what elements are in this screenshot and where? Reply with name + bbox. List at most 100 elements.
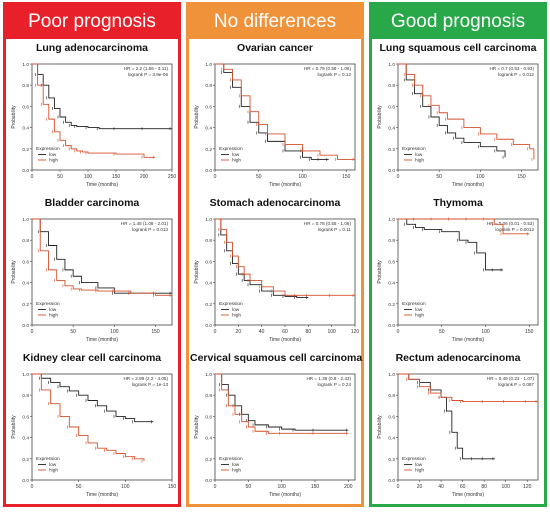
y-tick-label: 0.8 (22, 393, 29, 399)
legend-entry: high (49, 313, 58, 319)
legend-entry: high (49, 158, 58, 164)
x-tick-label: 50 (439, 329, 445, 335)
legend-title: Expression (36, 146, 60, 152)
x-tick-label: 200 (140, 174, 149, 180)
column-header: Good prognosis (372, 5, 544, 39)
stats-annotation: logrank P = 1e-13 (132, 382, 169, 387)
y-tick-label: 1.0 (388, 372, 395, 378)
km-chart: 0.0 0.2 0.4 0.6 0.8 1.0 0 50 100 150 200 250 Time (m… (11, 62, 176, 188)
stats-annotation: HR = 0.79 (0.59 - 1.06) (304, 66, 352, 71)
x-tick-label: 0 (397, 174, 400, 180)
stats-annotation: logrank P = 0.0012 (495, 227, 534, 232)
x-tick-label: 60 (282, 329, 288, 335)
x-tick-label: 0 (214, 484, 217, 490)
chart-title: Ovarian cancer (237, 42, 313, 54)
legend-entry: high (415, 468, 424, 474)
x-tick-label: 0 (214, 174, 217, 180)
series-line-high (32, 63, 156, 158)
x-tick-label: 80 (481, 484, 487, 490)
km-plot-thymoma: Thymoma 0.0 0.2 0.4 0.6 0.8 1.0 0 50 100 150 Time … (373, 197, 543, 345)
chart-title: Thymoma (433, 197, 483, 209)
column-good-prognosis: Good prognosis (369, 2, 547, 507)
chart-title: Stomach adenocarcinoma (209, 197, 341, 209)
x-tick-label: 60 (460, 484, 466, 490)
y-axis-label: Probability (11, 260, 17, 284)
y-axis-label: Probability (11, 105, 17, 129)
y-tick-label: 0.6 (205, 414, 212, 420)
x-tick-label: 100 (110, 329, 119, 335)
y-tick-label: 0.0 (388, 323, 395, 329)
y-tick-label: 0.8 (388, 393, 395, 399)
stats-annotation: logrank P = 0.013 (132, 227, 168, 232)
y-tick-label: 1.0 (205, 62, 212, 68)
legend-title: Expression (219, 456, 243, 462)
km-plot-ovarian-cancer: Ovarian cancer 0.0 0.2 0.4 0.6 0.8 1.0 0 50 100 1… (190, 42, 360, 190)
x-tick-label: 150 (517, 174, 526, 180)
y-tick-label: 0.6 (388, 259, 395, 265)
y-tick-label: 0.2 (388, 147, 395, 153)
legend-title: Expression (402, 301, 426, 307)
y-axis-label: Probability (11, 415, 17, 439)
legend-entry: high (415, 158, 424, 164)
x-tick-label: 120 (351, 329, 360, 335)
legend-title: Expression (219, 301, 243, 307)
y-tick-label: 0.6 (388, 414, 395, 420)
x-tick-label: 50 (436, 174, 442, 180)
x-tick-label: 100 (277, 484, 286, 490)
y-tick-label: 0.2 (22, 147, 29, 153)
series-line-high (398, 218, 530, 235)
y-tick-label: 0.4 (388, 126, 395, 132)
y-tick-label: 0.2 (205, 147, 212, 153)
y-tick-label: 0.6 (205, 259, 212, 265)
x-axis-label: Time (months) (452, 492, 484, 498)
x-tick-label: 0 (397, 484, 400, 490)
legend-entry: low (415, 307, 423, 313)
legend-entry: low (49, 462, 57, 468)
km-chart: 0.0 0.2 0.4 0.6 0.8 1.0 0 50 100 150 Time (months)… (377, 217, 539, 343)
x-axis-label: Time (months) (269, 492, 301, 498)
x-tick-label: 40 (438, 484, 444, 490)
x-axis-label: Time (months) (86, 337, 118, 343)
x-axis-label: Time (months) (452, 337, 484, 343)
legend-title: Expression (36, 301, 60, 307)
y-tick-label: 0.0 (22, 478, 29, 484)
y-tick-label: 0.8 (205, 238, 212, 244)
series-line-low (398, 63, 506, 158)
y-tick-label: 0.2 (388, 457, 395, 463)
legend-entry: high (232, 158, 241, 164)
x-tick-label: 150 (311, 484, 320, 490)
plot-frame (31, 218, 173, 326)
series-line-low (215, 373, 349, 431)
series-line-low (32, 218, 172, 294)
y-tick-label: 0.2 (22, 457, 29, 463)
legend-entry: low (415, 152, 423, 158)
series-line-high (32, 218, 172, 296)
stats-annotation: HR = 0.49 (0.23 - 1.07) (487, 376, 535, 381)
x-tick-label: 0 (214, 329, 217, 335)
x-tick-label: 100 (298, 174, 307, 180)
legend-entry: high (232, 468, 241, 474)
stats-annotation: HR = 0.78 (0.55 - 1.06) (304, 221, 352, 226)
y-tick-label: 0.0 (388, 478, 395, 484)
x-axis-label: Time (months) (269, 182, 301, 188)
column-header: No differences (189, 5, 361, 39)
stats-annotation: HR = 0.7 (0.53 - 0.93) (489, 66, 534, 71)
x-tick-label: 100 (84, 174, 93, 180)
chart-title: Lung squamous cell carcinoma (379, 42, 537, 54)
y-axis-label: Probability (377, 260, 383, 284)
legend-title: Expression (36, 456, 60, 462)
x-axis-label: Time (months) (86, 182, 118, 188)
x-axis-label: Time (months) (452, 182, 484, 188)
x-tick-label: 50 (256, 174, 262, 180)
stats-annotation: HR = 0.06 (0.01 - 0.53) (487, 221, 535, 226)
stats-annotation: logrank P = 0.24 (318, 382, 352, 387)
y-tick-label: 0.0 (205, 478, 212, 484)
km-plot-kidney-clear-cell: Kidney clear cell carcinoma 0.0 0.2 0.4 0.6… (7, 352, 177, 500)
km-plot-cervical-squamous: Cervical squamous cell carcinoma 0.0 0.2 0… (190, 352, 362, 500)
chart-title: Bladder carcinoma (44, 197, 140, 209)
stats-annotation: logrank P = 0.067 (498, 382, 534, 387)
km-chart: 0.0 0.2 0.4 0.6 0.8 1.0 0 20 40 60 80 100 120 Time (m… (194, 217, 360, 343)
y-tick-label: 0.2 (22, 302, 29, 308)
y-tick-label: 0.8 (388, 238, 395, 244)
legend-title: Expression (402, 146, 426, 152)
